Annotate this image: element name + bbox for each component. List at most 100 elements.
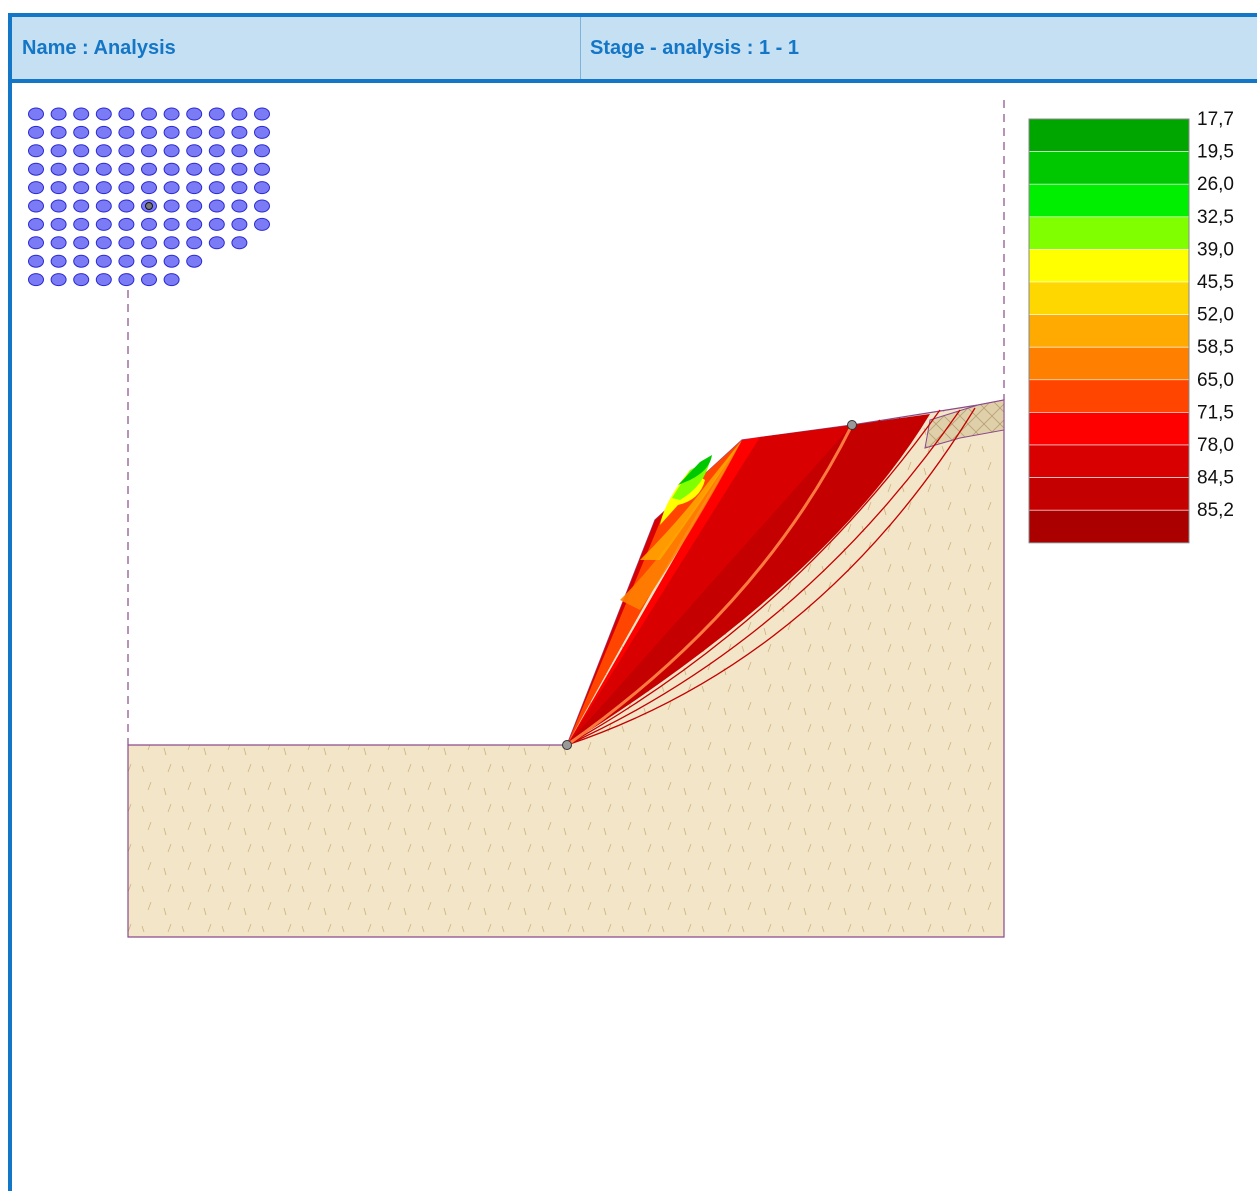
grid-point xyxy=(50,181,67,195)
grid-point xyxy=(28,107,44,121)
legend-swatch xyxy=(1028,509,1190,544)
legend-value-label: 17,7 xyxy=(1197,109,1234,130)
legend-value-label: 85,2 xyxy=(1197,500,1234,521)
legend-value-label: 32,5 xyxy=(1197,207,1234,228)
grid-point xyxy=(73,217,90,231)
grid-point xyxy=(231,217,248,231)
grid-point xyxy=(73,125,90,139)
grid-point xyxy=(231,144,248,158)
grid-point xyxy=(231,162,248,176)
grid-point xyxy=(50,217,67,231)
slip-center-grid xyxy=(28,107,270,287)
grid-point xyxy=(254,181,270,195)
report-frame xyxy=(8,13,1257,1191)
grid-point xyxy=(141,273,157,287)
grid-point xyxy=(163,217,180,231)
grid-point xyxy=(208,236,225,250)
grid-point xyxy=(50,236,67,250)
grid-point xyxy=(254,125,270,139)
grid-point xyxy=(73,162,90,176)
legend-swatch xyxy=(1028,379,1190,413)
legend-swatch xyxy=(1028,477,1190,511)
analysis-name-label: Name : Analysis xyxy=(22,37,176,59)
grid-point xyxy=(163,236,180,250)
grid-point xyxy=(141,107,157,121)
grid-point xyxy=(28,199,44,213)
grid-point xyxy=(186,162,203,176)
grid-point xyxy=(254,107,270,121)
grid-point xyxy=(163,181,180,195)
grid-point xyxy=(118,236,135,250)
legend-value-label: 52,0 xyxy=(1197,305,1234,326)
grid-point xyxy=(73,107,90,121)
grid-point xyxy=(118,107,135,121)
grid-point xyxy=(141,125,157,139)
grid-point xyxy=(73,144,90,158)
legend-swatch xyxy=(1028,118,1190,152)
grid-point xyxy=(141,217,157,231)
grid-point xyxy=(50,273,67,287)
grid-point xyxy=(141,254,157,268)
grid-point xyxy=(73,254,90,268)
grid-point xyxy=(118,125,135,139)
critical-slip-surface xyxy=(566,424,854,747)
grid-point xyxy=(50,125,67,139)
legend-swatch xyxy=(1028,412,1190,446)
grid-point xyxy=(28,273,44,287)
legend-swatch xyxy=(1028,346,1190,381)
grid-point xyxy=(50,107,67,121)
grid-point xyxy=(186,181,203,195)
legend-border xyxy=(1028,118,1190,544)
legend-swatch xyxy=(1028,314,1190,348)
grid-point xyxy=(231,236,248,250)
grid-point xyxy=(254,217,270,231)
legend-value-label: 65,0 xyxy=(1197,370,1234,391)
grid-point xyxy=(186,217,203,231)
grid-point xyxy=(95,217,112,231)
legend-value-label: 78,0 xyxy=(1197,435,1234,456)
legend-swatch xyxy=(1028,216,1190,250)
grid-point xyxy=(208,181,225,195)
grid-point xyxy=(231,107,248,121)
grid-point xyxy=(186,236,203,250)
grid-point xyxy=(95,125,112,139)
grid-point xyxy=(50,144,67,158)
grid-point xyxy=(118,181,135,195)
grid-point xyxy=(50,162,67,176)
grid-point xyxy=(28,125,44,139)
grid-point xyxy=(28,217,44,231)
grid-point xyxy=(231,199,248,213)
grid-point xyxy=(254,162,270,176)
legend-value-label: 58,5 xyxy=(1197,337,1234,358)
grid-point xyxy=(50,254,67,268)
grid-point xyxy=(73,199,90,213)
grid-point xyxy=(163,273,180,287)
grid-point xyxy=(118,199,135,213)
report-header: Name : Analysis Stage - analysis : 1 - 1 xyxy=(12,17,1257,83)
grid-point xyxy=(50,199,67,213)
legend-value-label: 45,5 xyxy=(1197,272,1234,293)
grid-point xyxy=(208,125,225,139)
grid-point xyxy=(141,162,157,176)
grid-point xyxy=(254,144,270,158)
legend-swatch xyxy=(1028,281,1190,315)
legend-value-label: 71,5 xyxy=(1197,402,1234,423)
grid-point xyxy=(208,144,225,158)
grid-point xyxy=(163,162,180,176)
grid-point xyxy=(231,181,248,195)
slip-exit-point xyxy=(847,420,857,430)
legend-swatch xyxy=(1028,444,1190,478)
legend-swatch xyxy=(1028,249,1190,283)
grid-point xyxy=(95,254,112,268)
grid-point xyxy=(163,199,180,213)
legend-swatch xyxy=(1028,183,1190,218)
slip-curves xyxy=(566,407,976,746)
critical-center-point xyxy=(145,202,153,210)
legend-value-label: 19,5 xyxy=(1197,142,1234,163)
grid-point xyxy=(254,199,270,213)
grid-point xyxy=(118,144,135,158)
grid-point xyxy=(28,144,44,158)
grid-point xyxy=(28,236,44,250)
grid-point xyxy=(28,162,44,176)
grid-point xyxy=(186,144,203,158)
